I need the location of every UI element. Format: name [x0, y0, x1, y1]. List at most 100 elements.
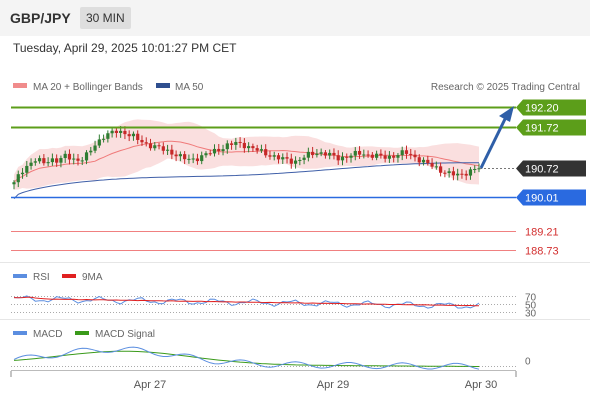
candle-body — [161, 146, 165, 151]
candle-body — [191, 158, 195, 160]
candle-body — [178, 154, 182, 157]
candle-body — [144, 142, 148, 144]
candle-body — [477, 168, 481, 170]
candle-body — [473, 168, 477, 170]
candle-body — [55, 158, 59, 163]
candle-body — [400, 150, 404, 156]
rsi-ma-legend-label: 9MA — [82, 272, 103, 283]
candle-body — [366, 154, 370, 156]
candle-body — [187, 158, 191, 160]
candle-body — [63, 153, 67, 159]
candle-body — [370, 154, 374, 158]
candle-body — [319, 152, 323, 154]
candle-body — [409, 153, 413, 155]
candle-body — [311, 151, 315, 156]
candle-body — [29, 162, 33, 166]
ma20-line — [13, 140, 480, 183]
bollinger-legend-swatch — [13, 83, 27, 88]
candle-body — [251, 146, 255, 149]
candle-body — [93, 145, 97, 151]
ma50-legend-label: MA 50 — [175, 82, 204, 93]
candle-body — [114, 130, 118, 133]
candle-body — [37, 158, 42, 162]
candle-body — [281, 157, 285, 160]
candle-body — [439, 166, 443, 173]
candle-body — [272, 155, 276, 157]
candle-body — [242, 142, 246, 149]
timeframe-button[interactable]: 30 MIN — [80, 7, 131, 29]
candle-body — [225, 143, 229, 150]
rsi-legend-swatch — [13, 274, 27, 278]
candle-body — [131, 133, 136, 137]
price-levels: 192.20 191.72 190.72 190.01 189.21 188.73 — [11, 99, 586, 258]
x-tick-label: Apr 30 — [465, 379, 497, 391]
ma50-line — [13, 162, 479, 200]
candle-body — [12, 182, 16, 185]
candle-body — [443, 172, 447, 174]
candle-body — [247, 146, 251, 149]
candle-body — [379, 153, 383, 156]
candle-body — [264, 149, 268, 156]
candle-body — [208, 153, 212, 155]
candles — [12, 126, 481, 190]
candle-body — [140, 139, 144, 143]
candle-body — [25, 165, 29, 173]
candle-body — [59, 158, 63, 163]
candle-body — [89, 150, 93, 153]
candle-body — [336, 155, 340, 161]
pivot-level-label: 190.72 — [525, 164, 559, 176]
rsi-legend-label: RSI — [33, 272, 50, 283]
candle-body — [306, 151, 310, 158]
candle-body — [165, 149, 170, 151]
candle-body — [426, 159, 430, 164]
candle-body — [183, 154, 187, 160]
candle-body — [383, 155, 387, 159]
candle-body — [302, 157, 306, 160]
x-tick-label: Apr 27 — [134, 379, 166, 391]
support-level-label: 190.01 — [525, 193, 559, 205]
candle-body — [20, 172, 25, 175]
candle-body — [127, 134, 131, 137]
candle-body — [157, 145, 161, 147]
candle-body — [298, 159, 302, 161]
rsi-level-label: 50 — [525, 301, 537, 312]
candle-body — [33, 161, 37, 163]
candle-body — [170, 149, 174, 155]
candle-body — [101, 138, 106, 140]
credit-label: Research © 2025 Trading Central — [431, 82, 580, 93]
candle-body — [72, 158, 76, 160]
chart-header: GBP/JPY 30 MIN — [0, 0, 590, 36]
candle-body — [67, 153, 72, 160]
candle-body — [259, 149, 264, 151]
moving-averages — [13, 162, 479, 200]
rsi-legend: RSI 9MA — [13, 272, 103, 283]
candle-body — [212, 148, 217, 154]
rsi-ma-line — [13, 296, 480, 307]
bollinger-legend-label: MA 20 + Bollinger Bands — [33, 82, 143, 93]
x-tick-label: Apr 29 — [317, 379, 349, 391]
candle-body — [97, 139, 101, 146]
candle-body — [42, 158, 46, 164]
candle-body — [119, 130, 123, 133]
candle-body — [293, 160, 298, 164]
candle-body — [430, 163, 434, 167]
candle-body — [328, 152, 332, 156]
candle-body — [195, 158, 200, 162]
candle-body — [136, 133, 140, 140]
forecast-arrowhead — [499, 106, 514, 122]
candle-body — [217, 148, 221, 152]
candle-body — [353, 150, 357, 156]
macd-legend: MACD MACD Signal — [13, 329, 155, 340]
candle-body — [413, 154, 417, 158]
target-level-label: 192.20 — [525, 103, 559, 115]
ma50-legend-swatch — [156, 83, 170, 88]
macd-legend-label: MACD — [33, 329, 62, 340]
macd-signal-legend-swatch — [75, 331, 89, 335]
candle-body — [456, 173, 460, 176]
support3-level-label: 188.73 — [525, 246, 559, 258]
macd-legend-swatch — [13, 331, 27, 335]
candle-body — [464, 173, 468, 176]
macd-signal-line — [13, 350, 479, 367]
